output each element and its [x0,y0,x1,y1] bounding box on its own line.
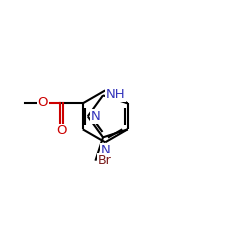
Text: Br: Br [98,154,112,167]
Text: N: N [100,144,110,156]
Text: O: O [57,124,67,137]
Text: O: O [38,96,48,109]
Text: NH: NH [106,88,126,101]
Text: N: N [91,110,101,123]
